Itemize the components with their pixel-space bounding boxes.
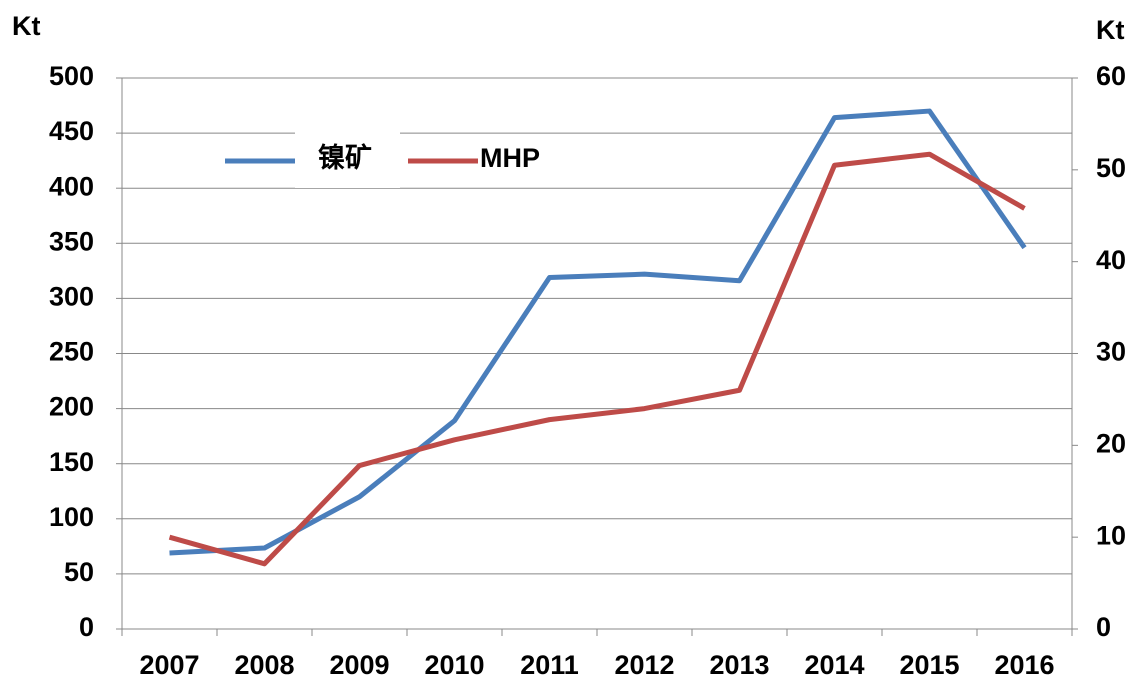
- y-axis-label: Kt: [12, 11, 41, 41]
- x-tick-label: 2007: [139, 650, 199, 680]
- x-tick-label: 2014: [804, 650, 864, 680]
- y-tick-label: 50: [64, 557, 94, 587]
- series-line: [168, 151, 1026, 567]
- series-line: [169, 108, 1027, 556]
- legend-label: 镍矿: [318, 142, 372, 173]
- y-tick-label: 200: [49, 392, 94, 422]
- y2-tick-label: 50: [1096, 153, 1126, 183]
- y-tick-label: 450: [49, 116, 94, 146]
- x-tick-label: 2016: [994, 650, 1054, 680]
- x-tick-label: 2009: [329, 650, 389, 680]
- y-tick-label: 300: [49, 282, 94, 312]
- legend-label: MHP: [480, 143, 540, 173]
- x-tick-label: 2015: [899, 650, 959, 680]
- x-tick-label: 2011: [520, 650, 579, 680]
- y2-tick-label: 60: [1096, 61, 1126, 91]
- y2-tick-label: 20: [1096, 428, 1126, 458]
- y2-tick-label: 30: [1096, 337, 1126, 367]
- x-tick-label: 2008: [234, 650, 294, 680]
- y-tick-label: 150: [49, 447, 94, 477]
- x-tick-label: 2013: [709, 650, 769, 680]
- legend-background: [295, 128, 400, 188]
- y-tick-label: 100: [49, 502, 94, 532]
- y-tick-label: 500: [49, 61, 94, 91]
- y-tick-label: 400: [49, 171, 94, 201]
- x-tick-label: 2010: [424, 650, 484, 680]
- y-tick-label: 350: [49, 226, 94, 256]
- y2-tick-label: 0: [1096, 612, 1111, 642]
- y-tick-label: 250: [49, 337, 94, 367]
- y2-axis-label: Kt: [1096, 15, 1125, 45]
- y2-tick-label: 10: [1096, 520, 1126, 550]
- y2-tick-label: 40: [1096, 245, 1126, 275]
- y-tick-label: 0: [79, 612, 94, 642]
- x-tick-label: 2012: [614, 650, 674, 680]
